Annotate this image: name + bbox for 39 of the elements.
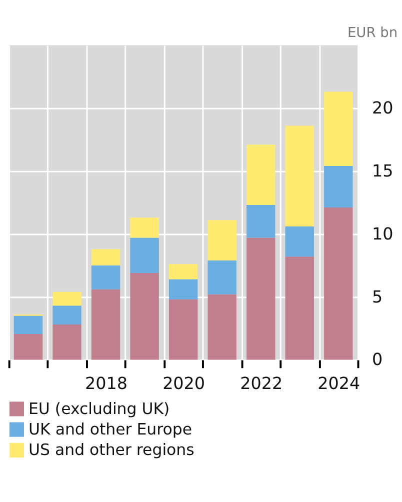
bar <box>14 334 43 360</box>
bar <box>91 265 120 290</box>
bar <box>208 220 236 260</box>
bar <box>168 299 198 360</box>
bar <box>285 226 314 257</box>
bar <box>52 292 82 306</box>
bar <box>168 279 198 300</box>
bar <box>168 264 198 280</box>
bar <box>130 272 159 360</box>
y-axis-title: EUR bn <box>347 24 398 41</box>
bar <box>91 249 120 266</box>
x-tick-label: 2022 <box>240 372 283 393</box>
bar <box>52 324 82 360</box>
bar <box>14 316 43 334</box>
bar <box>130 218 159 238</box>
y-tick-label: 15 <box>372 160 394 180</box>
bar <box>285 256 314 360</box>
bar <box>52 306 82 325</box>
y-tick-label: 20 <box>372 98 394 118</box>
y-tick-label: 0 <box>372 349 383 370</box>
bar <box>324 208 353 360</box>
legend-label: UK and other Europe <box>28 419 192 438</box>
x-tick-label: 2024 <box>318 372 360 393</box>
legend-label: EU (excluding UK) <box>28 398 170 418</box>
y-tick-label: 10 <box>372 223 394 244</box>
bar <box>324 166 353 208</box>
bar <box>91 289 120 360</box>
bar <box>246 144 276 206</box>
x-tick-label: 2018 <box>85 372 128 393</box>
bar <box>246 205 276 238</box>
bar <box>285 126 314 226</box>
bar <box>208 294 236 360</box>
bar <box>246 238 276 360</box>
bar <box>324 92 353 166</box>
legend-label: US and other regions <box>28 440 194 460</box>
x-tick-label: 2020 <box>162 372 206 393</box>
bar <box>130 238 159 273</box>
y-tick-label: 5 <box>372 286 383 306</box>
bar <box>208 260 236 294</box>
